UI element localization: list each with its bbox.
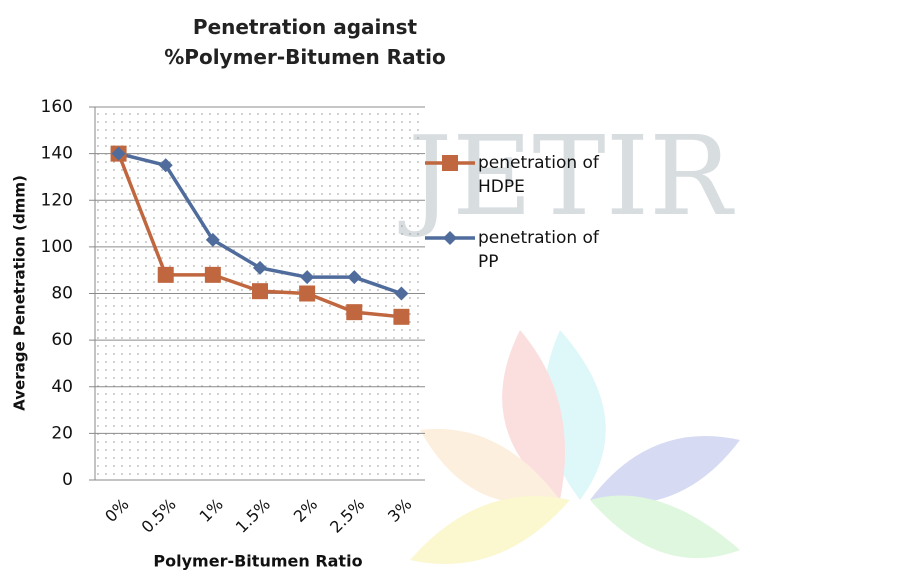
marker — [205, 232, 220, 247]
x-tick-label: 2% — [290, 495, 321, 526]
marker — [157, 266, 174, 283]
y-tick-label: 120 — [41, 190, 73, 210]
x-tick-label: 0% — [101, 495, 132, 526]
x-tick-label: 1% — [195, 495, 226, 526]
marker — [299, 285, 316, 302]
legend-label: penetration of HDPE — [478, 153, 599, 197]
chart-title: Penetration against %Polymer-Bitumen Rat… — [164, 15, 446, 69]
y-tick-label: 20 — [51, 423, 73, 443]
marker — [347, 270, 362, 285]
y-tick-label: 140 — [41, 144, 73, 164]
y-tick-label: 0 — [62, 470, 73, 490]
x-tick-label: 2.5% — [326, 495, 368, 537]
y-tick-label: 40 — [51, 377, 73, 397]
marker — [252, 283, 268, 300]
watermark-shapes — [410, 330, 740, 564]
y-axis-label: Average Penetration (dmm) — [11, 175, 29, 411]
watermark: JETIR — [398, 112, 735, 240]
x-tick-label: 1.5% — [232, 495, 274, 537]
marker — [204, 266, 221, 283]
marker — [394, 286, 409, 301]
y-tick-label: 80 — [51, 284, 73, 304]
x-tick-label: 0.5% — [138, 495, 180, 537]
y-tick-label: 160 — [41, 97, 73, 117]
legend-marker — [443, 231, 457, 245]
marker — [346, 304, 363, 321]
marker — [300, 270, 315, 285]
x-tick-label: 3% — [384, 495, 415, 526]
legend-label: penetration of PP — [478, 228, 599, 272]
marker — [158, 158, 173, 173]
marker — [253, 260, 267, 275]
legend-marker — [442, 155, 458, 171]
y-tick-label: 60 — [51, 330, 73, 350]
x-axis-label: Polymer-Bitumen Ratio — [153, 552, 362, 571]
marker — [111, 146, 126, 161]
y-tick-label: 100 — [41, 237, 73, 257]
marker — [393, 308, 410, 325]
